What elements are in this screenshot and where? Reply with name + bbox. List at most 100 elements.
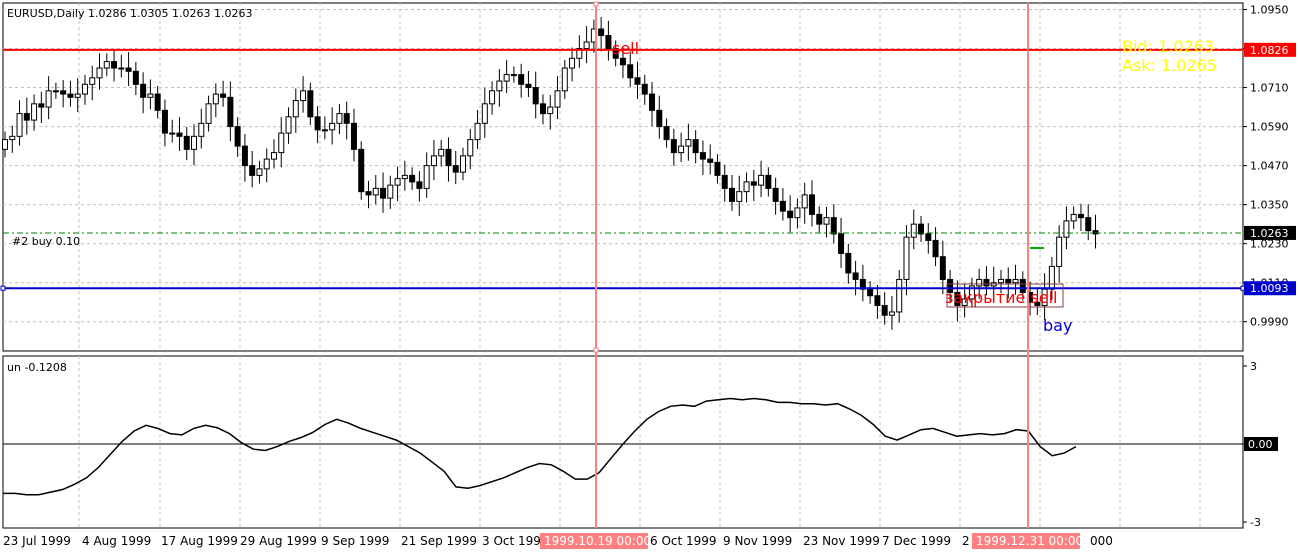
candle-body	[278, 132, 285, 154]
candle-body	[525, 83, 532, 89]
candle-body	[808, 194, 815, 215]
indicator-title: un -0.1208	[7, 361, 67, 374]
candle-body	[285, 116, 292, 134]
candle-body	[547, 106, 554, 115]
candle-body	[438, 148, 445, 157]
candle-body	[983, 278, 990, 287]
bay-label: bay	[1043, 316, 1072, 335]
candle-body	[474, 122, 481, 141]
candle-body	[365, 191, 372, 196]
candle-body	[1048, 265, 1055, 290]
date-marker-label: 1999.12.31 00:00	[976, 534, 1083, 548]
price-label: 1.0263	[1250, 227, 1289, 240]
candle-body	[387, 184, 394, 199]
candle-body	[336, 113, 343, 124]
x-tick-label: 17 Aug 1999	[161, 534, 238, 548]
level-label: 1.0826	[1250, 44, 1289, 57]
candle-body	[423, 165, 430, 189]
candle-body	[1092, 230, 1099, 235]
candle-body	[896, 278, 903, 313]
y-tick-label: 1.0230	[1250, 238, 1289, 251]
candle-body	[452, 165, 459, 173]
candle-body	[794, 207, 801, 219]
vertical-markers	[593, 1, 1029, 528]
candle-body	[532, 87, 539, 105]
candle-body	[409, 174, 416, 183]
candle-body	[1056, 236, 1063, 267]
candle-body	[554, 90, 561, 108]
candle-body	[234, 126, 241, 147]
bid-label: Bid: 1.0263	[1122, 37, 1214, 56]
indicator-panel[interactable]: 3 0.00 -3 un -0.1208	[2, 355, 1278, 529]
x-tick-label: 21 Sep 1999	[401, 534, 477, 548]
main-panel-frame	[2, 2, 1244, 352]
candle-body	[634, 77, 641, 85]
main-panel[interactable]: 1.09501.08301.07101.05901.04701.03501.02…	[0, 2, 1296, 352]
candle-body	[263, 158, 270, 170]
candle-body	[765, 174, 772, 189]
chart-objects	[0, 48, 1246, 308]
candle-body	[874, 295, 881, 306]
line-anchor	[593, 347, 599, 353]
candle-body	[838, 233, 845, 254]
candle-body	[743, 181, 750, 193]
candle-body	[176, 132, 183, 137]
date-marker-label-bg	[972, 533, 1080, 549]
candle-body	[649, 93, 656, 111]
candle-body	[925, 233, 932, 241]
line-anchor	[0, 285, 6, 291]
candle-body	[867, 288, 874, 297]
candle-body	[67, 93, 74, 98]
candle-body	[198, 122, 205, 137]
y-tick-label: 1.0470	[1250, 160, 1289, 173]
candle-body	[416, 181, 423, 189]
candle-body	[881, 304, 888, 316]
candle-body	[663, 126, 670, 141]
x-tick-label: 29 Aug 1999	[240, 534, 317, 548]
candle-body	[45, 90, 52, 108]
chart-title: EURUSD,Daily	[7, 7, 85, 20]
candle-body	[89, 77, 96, 85]
zero-label-bg	[1244, 437, 1278, 451]
candle-body	[161, 109, 168, 134]
x-tick-label: 23 Nov 1999	[803, 534, 880, 548]
candle-body	[656, 109, 663, 128]
candle-body	[961, 298, 968, 306]
y-tick-label: 0.9990	[1250, 316, 1289, 329]
candle-body	[583, 41, 590, 50]
candle-body	[976, 278, 983, 287]
candle-body	[721, 174, 728, 189]
candle-body	[380, 187, 387, 199]
candle-body	[845, 252, 852, 274]
candle-body	[816, 213, 823, 225]
line-anchor	[593, 1, 599, 7]
candle-body	[888, 311, 895, 316]
candle-body	[183, 135, 190, 150]
indicator-line	[3, 397, 1077, 496]
x-tick-label: 2	[962, 534, 970, 548]
x-tick-label: 3 Oct 199	[482, 534, 541, 548]
candle-body	[249, 165, 256, 176]
candle-body	[74, 93, 81, 98]
candle-body	[801, 194, 808, 209]
price-axis: 1.09501.08301.07101.05901.04701.03501.02…	[1243, 4, 1296, 329]
x-tick-label: 7 Dec 1999	[882, 534, 951, 548]
order-line-label: #2 buy 0.10	[12, 235, 80, 248]
candle-body	[823, 217, 830, 225]
candle-body	[918, 223, 925, 235]
candle-body	[699, 152, 706, 160]
ohlc-label: 1.0286 1.0305 1.0263 1.0263	[88, 7, 252, 20]
candle-body	[270, 152, 277, 160]
candle-body	[670, 139, 677, 154]
ask-label: Ask: 1.0265	[1122, 56, 1217, 75]
candle-body	[111, 61, 118, 69]
candle-body	[903, 236, 910, 280]
candle-body	[518, 74, 525, 85]
candle-body	[358, 148, 365, 193]
candle-body	[81, 83, 88, 95]
indicator-tick-label: 3	[1250, 360, 1257, 373]
x-tick-label: 4 Aug 1999	[82, 534, 151, 548]
candle-body	[140, 83, 147, 98]
